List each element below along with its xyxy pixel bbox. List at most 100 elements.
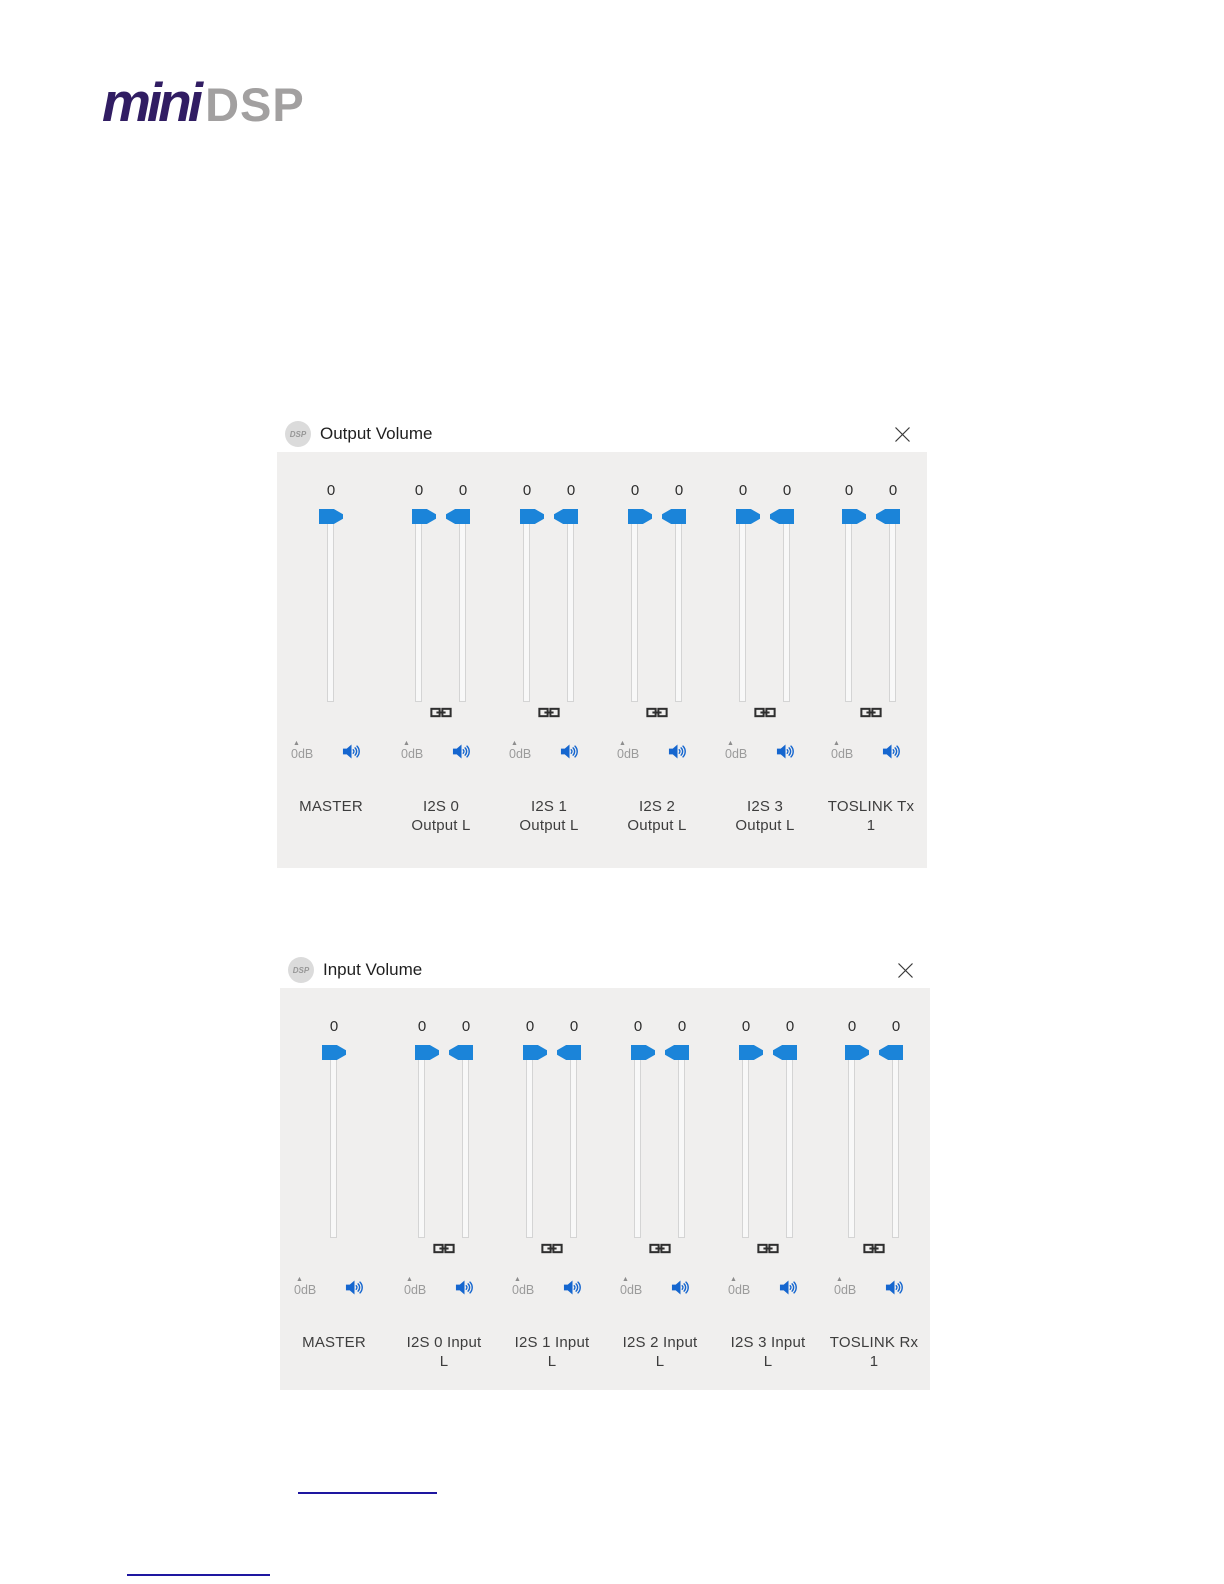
speaker-volume-button[interactable] [667, 742, 688, 761]
volume-slider-track[interactable] [892, 1048, 899, 1238]
volume-slider-track[interactable] [848, 1048, 855, 1238]
link-channels-icon[interactable] [433, 1243, 455, 1254]
volume-slider-track[interactable] [889, 512, 896, 702]
speaker-volume-button[interactable] [562, 1278, 583, 1297]
volume-slider-track[interactable] [459, 512, 466, 702]
speaker-volume-button[interactable] [341, 742, 362, 761]
volume-slider-thumb[interactable] [736, 509, 760, 524]
volume-slider-thumb[interactable] [412, 509, 436, 524]
footer-link-underline-1[interactable] [298, 1492, 437, 1494]
volume-slider-thumb[interactable] [523, 1045, 547, 1060]
volume-slider-track[interactable] [634, 1048, 641, 1238]
volume-slider-thumb[interactable] [879, 1045, 903, 1060]
volume-slider-track[interactable] [678, 1048, 685, 1238]
volume-slider-track[interactable] [742, 1048, 749, 1238]
volume-slider-thumb[interactable] [628, 509, 652, 524]
volume-slider-thumb[interactable] [631, 1045, 655, 1060]
window-titlebar[interactable]: DSP Input Volume [280, 952, 930, 988]
gain-0db-button[interactable]: ▲ 0dB [620, 1276, 642, 1298]
speaker-volume-button[interactable] [344, 1278, 365, 1297]
footer-link-underline-2[interactable] [127, 1574, 270, 1576]
link-channels-icon[interactable] [754, 707, 776, 718]
channel-i2s-3-input-l: 0 0 ▲ 0dB I2S 3 Input L [714, 988, 822, 1390]
slider-value: 0 [525, 1018, 535, 1035]
volume-slider-thumb[interactable] [554, 509, 578, 524]
volume-slider-track[interactable] [739, 512, 746, 702]
speaker-volume-button[interactable] [559, 742, 580, 761]
link-channels-icon[interactable] [649, 1243, 671, 1254]
link-channels-icon[interactable] [863, 1243, 885, 1254]
speaker-volume-button[interactable] [881, 742, 902, 761]
volume-slider-thumb[interactable] [770, 509, 794, 524]
volume-slider-thumb[interactable] [845, 1045, 869, 1060]
volume-slider-track[interactable] [415, 512, 422, 702]
volume-slider-thumb[interactable] [449, 1045, 473, 1060]
up-arrow-icon: ▲ [406, 1276, 413, 1283]
volume-slider-thumb[interactable] [446, 509, 470, 524]
channel-i2s-0-input-l: 0 0 ▲ 0dB I2S 0 Input L [390, 988, 498, 1390]
gain-0db-button[interactable]: ▲ 0dB [834, 1276, 856, 1298]
volume-slider-track[interactable] [526, 1048, 533, 1238]
channel-master: 0 ▲ 0dB MASTER [280, 988, 388, 1390]
speaker-volume-button[interactable] [670, 1278, 691, 1297]
close-icon[interactable] [894, 426, 911, 443]
channel-label: TOSLINK Tx 1 [827, 798, 915, 834]
volume-slider-thumb[interactable] [520, 509, 544, 524]
volume-slider-track[interactable] [330, 1048, 337, 1238]
gain-0db-button[interactable]: ▲ 0dB [831, 740, 853, 762]
gain-label: 0dB [725, 747, 748, 761]
volume-slider-thumb[interactable] [739, 1045, 763, 1060]
gain-0db-button[interactable]: ▲ 0dB [404, 1276, 426, 1298]
gain-0db-button[interactable]: ▲ 0dB [725, 740, 747, 762]
logo-dsp-text: DSP [205, 78, 305, 131]
channel-master: 0 ▲ 0dB MASTER [277, 452, 385, 868]
gain-0db-button[interactable]: ▲ 0dB [291, 740, 313, 762]
up-arrow-icon: ▲ [293, 740, 300, 747]
volume-slider-track[interactable] [567, 512, 574, 702]
link-channels-icon[interactable] [860, 707, 882, 718]
volume-slider-thumb[interactable] [662, 509, 686, 524]
volume-slider-thumb[interactable] [842, 509, 866, 524]
link-channels-icon[interactable] [538, 707, 560, 718]
link-channels-icon[interactable] [430, 707, 452, 718]
volume-slider-thumb[interactable] [415, 1045, 439, 1060]
link-channels-icon[interactable] [646, 707, 668, 718]
speaker-volume-button[interactable] [775, 742, 796, 761]
speaker-volume-button[interactable] [454, 1278, 475, 1297]
up-arrow-icon: ▲ [622, 1276, 629, 1283]
gain-0db-button[interactable]: ▲ 0dB [401, 740, 423, 762]
channel-label: MASTER [299, 798, 363, 815]
volume-slider-track[interactable] [570, 1048, 577, 1238]
volume-slider-track[interactable] [845, 512, 852, 702]
gain-0db-button[interactable]: ▲ 0dB [294, 1276, 316, 1298]
volume-slider-thumb[interactable] [773, 1045, 797, 1060]
volume-slider-thumb[interactable] [322, 1045, 346, 1060]
volume-slider-thumb[interactable] [665, 1045, 689, 1060]
volume-slider-track[interactable] [786, 1048, 793, 1238]
volume-slider-thumb[interactable] [557, 1045, 581, 1060]
gain-0db-button[interactable]: ▲ 0dB [728, 1276, 750, 1298]
volume-slider-track[interactable] [327, 512, 334, 702]
volume-slider-track[interactable] [675, 512, 682, 702]
link-channels-icon[interactable] [541, 1243, 563, 1254]
link-channels-icon[interactable] [757, 1243, 779, 1254]
speaker-volume-button[interactable] [778, 1278, 799, 1297]
up-arrow-icon: ▲ [836, 1276, 843, 1283]
close-icon[interactable] [897, 962, 914, 979]
gain-0db-button[interactable]: ▲ 0dB [617, 740, 639, 762]
volume-slider-track[interactable] [523, 512, 530, 702]
gain-0db-button[interactable]: ▲ 0dB [509, 740, 531, 762]
channel-toslink-rx-1: 0 0 ▲ 0dB TOSLINK Rx 1 [820, 988, 928, 1390]
volume-slider-track[interactable] [783, 512, 790, 702]
volume-slider-track[interactable] [631, 512, 638, 702]
window-titlebar[interactable]: DSP Output Volume [277, 416, 927, 452]
gain-0db-button[interactable]: ▲ 0dB [512, 1276, 534, 1298]
speaker-volume-button[interactable] [451, 742, 472, 761]
volume-slider-thumb[interactable] [319, 509, 343, 524]
channel-toslink-tx-1: 0 0 ▲ 0dB TOSLINK Tx 1 [817, 452, 925, 868]
volume-slider-track[interactable] [418, 1048, 425, 1238]
slider-value: 0 [326, 482, 336, 499]
volume-slider-track[interactable] [462, 1048, 469, 1238]
speaker-volume-button[interactable] [884, 1278, 905, 1297]
volume-slider-thumb[interactable] [876, 509, 900, 524]
